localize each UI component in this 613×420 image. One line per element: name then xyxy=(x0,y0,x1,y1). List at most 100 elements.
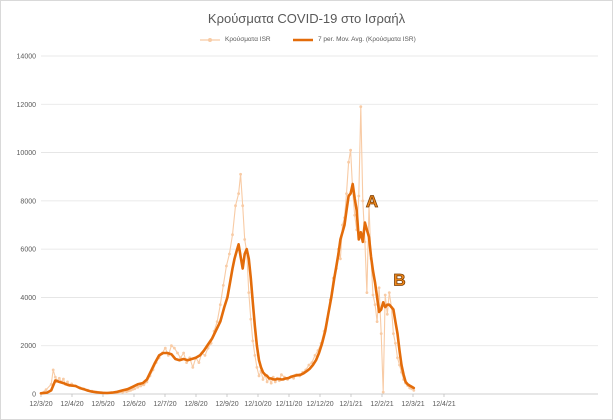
x-tick-label-9: 12/12/20 xyxy=(306,401,333,408)
y-tick-label-0: 0 xyxy=(32,392,36,399)
raw-cases-point xyxy=(234,204,237,208)
raw-cases-point xyxy=(307,363,311,367)
x-tick-label-5: 12/8/20 xyxy=(184,401,207,408)
raw-cases-point xyxy=(129,389,133,392)
raw-cases-point xyxy=(197,361,201,364)
raw-cases-point xyxy=(139,384,143,388)
x-tick-label-8: 12/11/20 xyxy=(276,401,303,408)
raw-cases-point xyxy=(170,344,173,348)
raw-cases-point xyxy=(218,303,222,307)
y-tick-label-8000: 8000 xyxy=(20,198,36,205)
series-raw-cases-line xyxy=(40,106,415,394)
raw-cases-point xyxy=(247,291,251,294)
x-tick-label-7: 12/10/20 xyxy=(244,401,271,408)
raw-cases-point xyxy=(292,376,295,380)
raw-cases-point xyxy=(231,233,234,237)
x-tick-label-0: 12/3/20 xyxy=(29,401,52,408)
x-tick-label-6: 12/9/20 xyxy=(215,401,238,408)
y-tick-label-6000: 6000 xyxy=(20,247,36,254)
x-tick-label-1: 12/4/20 xyxy=(60,401,83,408)
legend-swatch-raw-cases xyxy=(200,38,220,42)
x-tick-label-2: 12/5/20 xyxy=(91,401,114,408)
x-tick-label-13: 12/4/21 xyxy=(432,401,455,408)
x-tick-label-3: 12/6/20 xyxy=(122,401,145,408)
raw-cases-point xyxy=(383,293,387,297)
raw-cases-point xyxy=(361,199,365,203)
raw-cases-point xyxy=(221,284,225,287)
raw-cases-point xyxy=(66,380,69,384)
raw-cases-point xyxy=(345,192,348,196)
raw-cases-point xyxy=(237,192,241,196)
raw-cases-point xyxy=(203,354,207,357)
raw-cases-point xyxy=(265,380,269,384)
raw-cases-point xyxy=(385,312,389,316)
raw-cases-point xyxy=(371,293,375,297)
raw-cases-point xyxy=(280,373,283,377)
raw-cases-point xyxy=(133,387,137,391)
raw-cases-point xyxy=(257,374,261,378)
raw-cases-point xyxy=(44,388,48,392)
raw-cases-point xyxy=(377,286,381,290)
raw-cases-point xyxy=(261,378,265,381)
raw-cases-point xyxy=(255,366,259,369)
series-moving-average-line xyxy=(39,182,416,395)
raw-cases-point xyxy=(62,377,65,381)
chart-legend: Κρούσματα ISR 7 per. Mov. Avg. (Κρούσματ… xyxy=(0,34,613,46)
raw-cases-point xyxy=(367,204,371,208)
raw-cases-point xyxy=(313,354,317,357)
raw-cases-point xyxy=(396,356,399,360)
legend-label-raw-cases: Κρούσματα ISR xyxy=(225,36,271,43)
chart-title: Κρούσματα COVID-19 στο Ισραήλ xyxy=(207,11,406,26)
raw-cases-point xyxy=(225,264,228,268)
raw-cases-point xyxy=(269,381,273,385)
raw-cases-point xyxy=(359,105,363,109)
raw-cases-point xyxy=(394,341,397,345)
raw-cases-point xyxy=(253,354,257,357)
raw-cases-point xyxy=(392,332,395,335)
legend-label-moving-average: 7 per. Mov. Avg. (Κρούσματα ISR) xyxy=(318,36,416,43)
y-tick-label-2000: 2000 xyxy=(20,343,36,350)
raw-cases-point xyxy=(373,303,377,307)
x-tick-label-4: 12/7/20 xyxy=(153,401,176,408)
raw-cases-point xyxy=(185,361,189,364)
x-tick-label-11: 12/2/21 xyxy=(370,401,393,408)
y-tick-label-14000: 14000 xyxy=(17,54,37,61)
raw-cases-point xyxy=(249,317,253,321)
raw-cases-point xyxy=(365,291,369,294)
y-tick-label-4000: 4000 xyxy=(20,295,36,302)
raw-cases-point xyxy=(379,332,383,335)
raw-cases-point xyxy=(381,390,385,394)
y-tick-label-12000: 12000 xyxy=(17,102,37,109)
raw-cases-point xyxy=(387,291,391,294)
raw-cases-point xyxy=(136,385,140,389)
raw-cases-point xyxy=(173,346,176,350)
raw-cases-point xyxy=(412,389,416,392)
raw-cases-point xyxy=(51,368,55,372)
annotation-a: A xyxy=(366,192,378,211)
raw-cases-point xyxy=(363,240,367,244)
raw-cases-point xyxy=(163,346,167,350)
raw-cases-point xyxy=(215,320,219,323)
raw-cases-point xyxy=(239,172,243,176)
legend-entry-moving-average: 7 per. Mov. Avg. (Κρούσματα ISR) xyxy=(292,34,432,46)
raw-cases-point xyxy=(251,339,255,343)
legend-swatch-moving-average xyxy=(293,38,313,42)
legend-entry-raw-cases: Κρούσματα ISR xyxy=(199,34,289,46)
raw-cases-point xyxy=(49,382,53,386)
raw-cases-point xyxy=(191,366,195,369)
raw-cases-point xyxy=(375,320,379,323)
raw-cases-point xyxy=(347,160,350,164)
raw-cases-point xyxy=(357,194,361,198)
raw-cases-point xyxy=(57,376,61,380)
y-tick-label-10000: 10000 xyxy=(17,150,37,157)
raw-cases-point xyxy=(273,380,277,384)
raw-cases-point xyxy=(353,213,357,217)
raw-cases-point xyxy=(243,238,247,241)
raw-cases-point xyxy=(349,148,352,152)
raw-cases-point xyxy=(241,204,245,208)
raw-cases-point xyxy=(176,351,179,355)
x-tick-label-10: 12/1/21 xyxy=(339,401,362,408)
raw-cases-point xyxy=(228,252,231,256)
